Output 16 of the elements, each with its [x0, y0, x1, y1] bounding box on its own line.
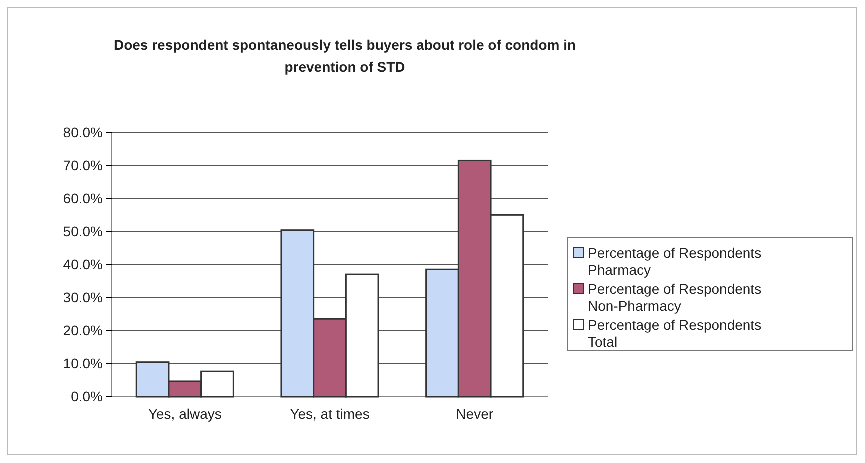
x-tick-label: Yes, always [148, 406, 222, 422]
y-tick-label: 70.0% [63, 157, 103, 174]
x-tick-label: Never [456, 406, 494, 422]
y-tick-label: 80.0% [63, 124, 103, 140]
legend-label: Percentage of Respondents Pharmacy [588, 245, 762, 278]
chart-title: Does respondent spontaneously tells buyers about role of condom in prevention of STD [114, 37, 576, 75]
y-tick-label: 60.0% [63, 190, 103, 206]
x-tick-label: Yes, at times [290, 406, 370, 422]
y-tick-label: 10.0% [63, 355, 103, 372]
legend-label: Percentage of Respondents Non-Pharmacy [588, 281, 762, 314]
y-tick-label: 0.0% [71, 388, 103, 404]
y-tick-label: 40.0% [63, 256, 103, 272]
y-tick-label: 50.0% [63, 223, 103, 240]
legend-label: Percentage of Respondents Total [588, 317, 762, 350]
y-tick-label: 30.0% [63, 289, 103, 306]
y-tick-label: 20.0% [63, 322, 103, 338]
